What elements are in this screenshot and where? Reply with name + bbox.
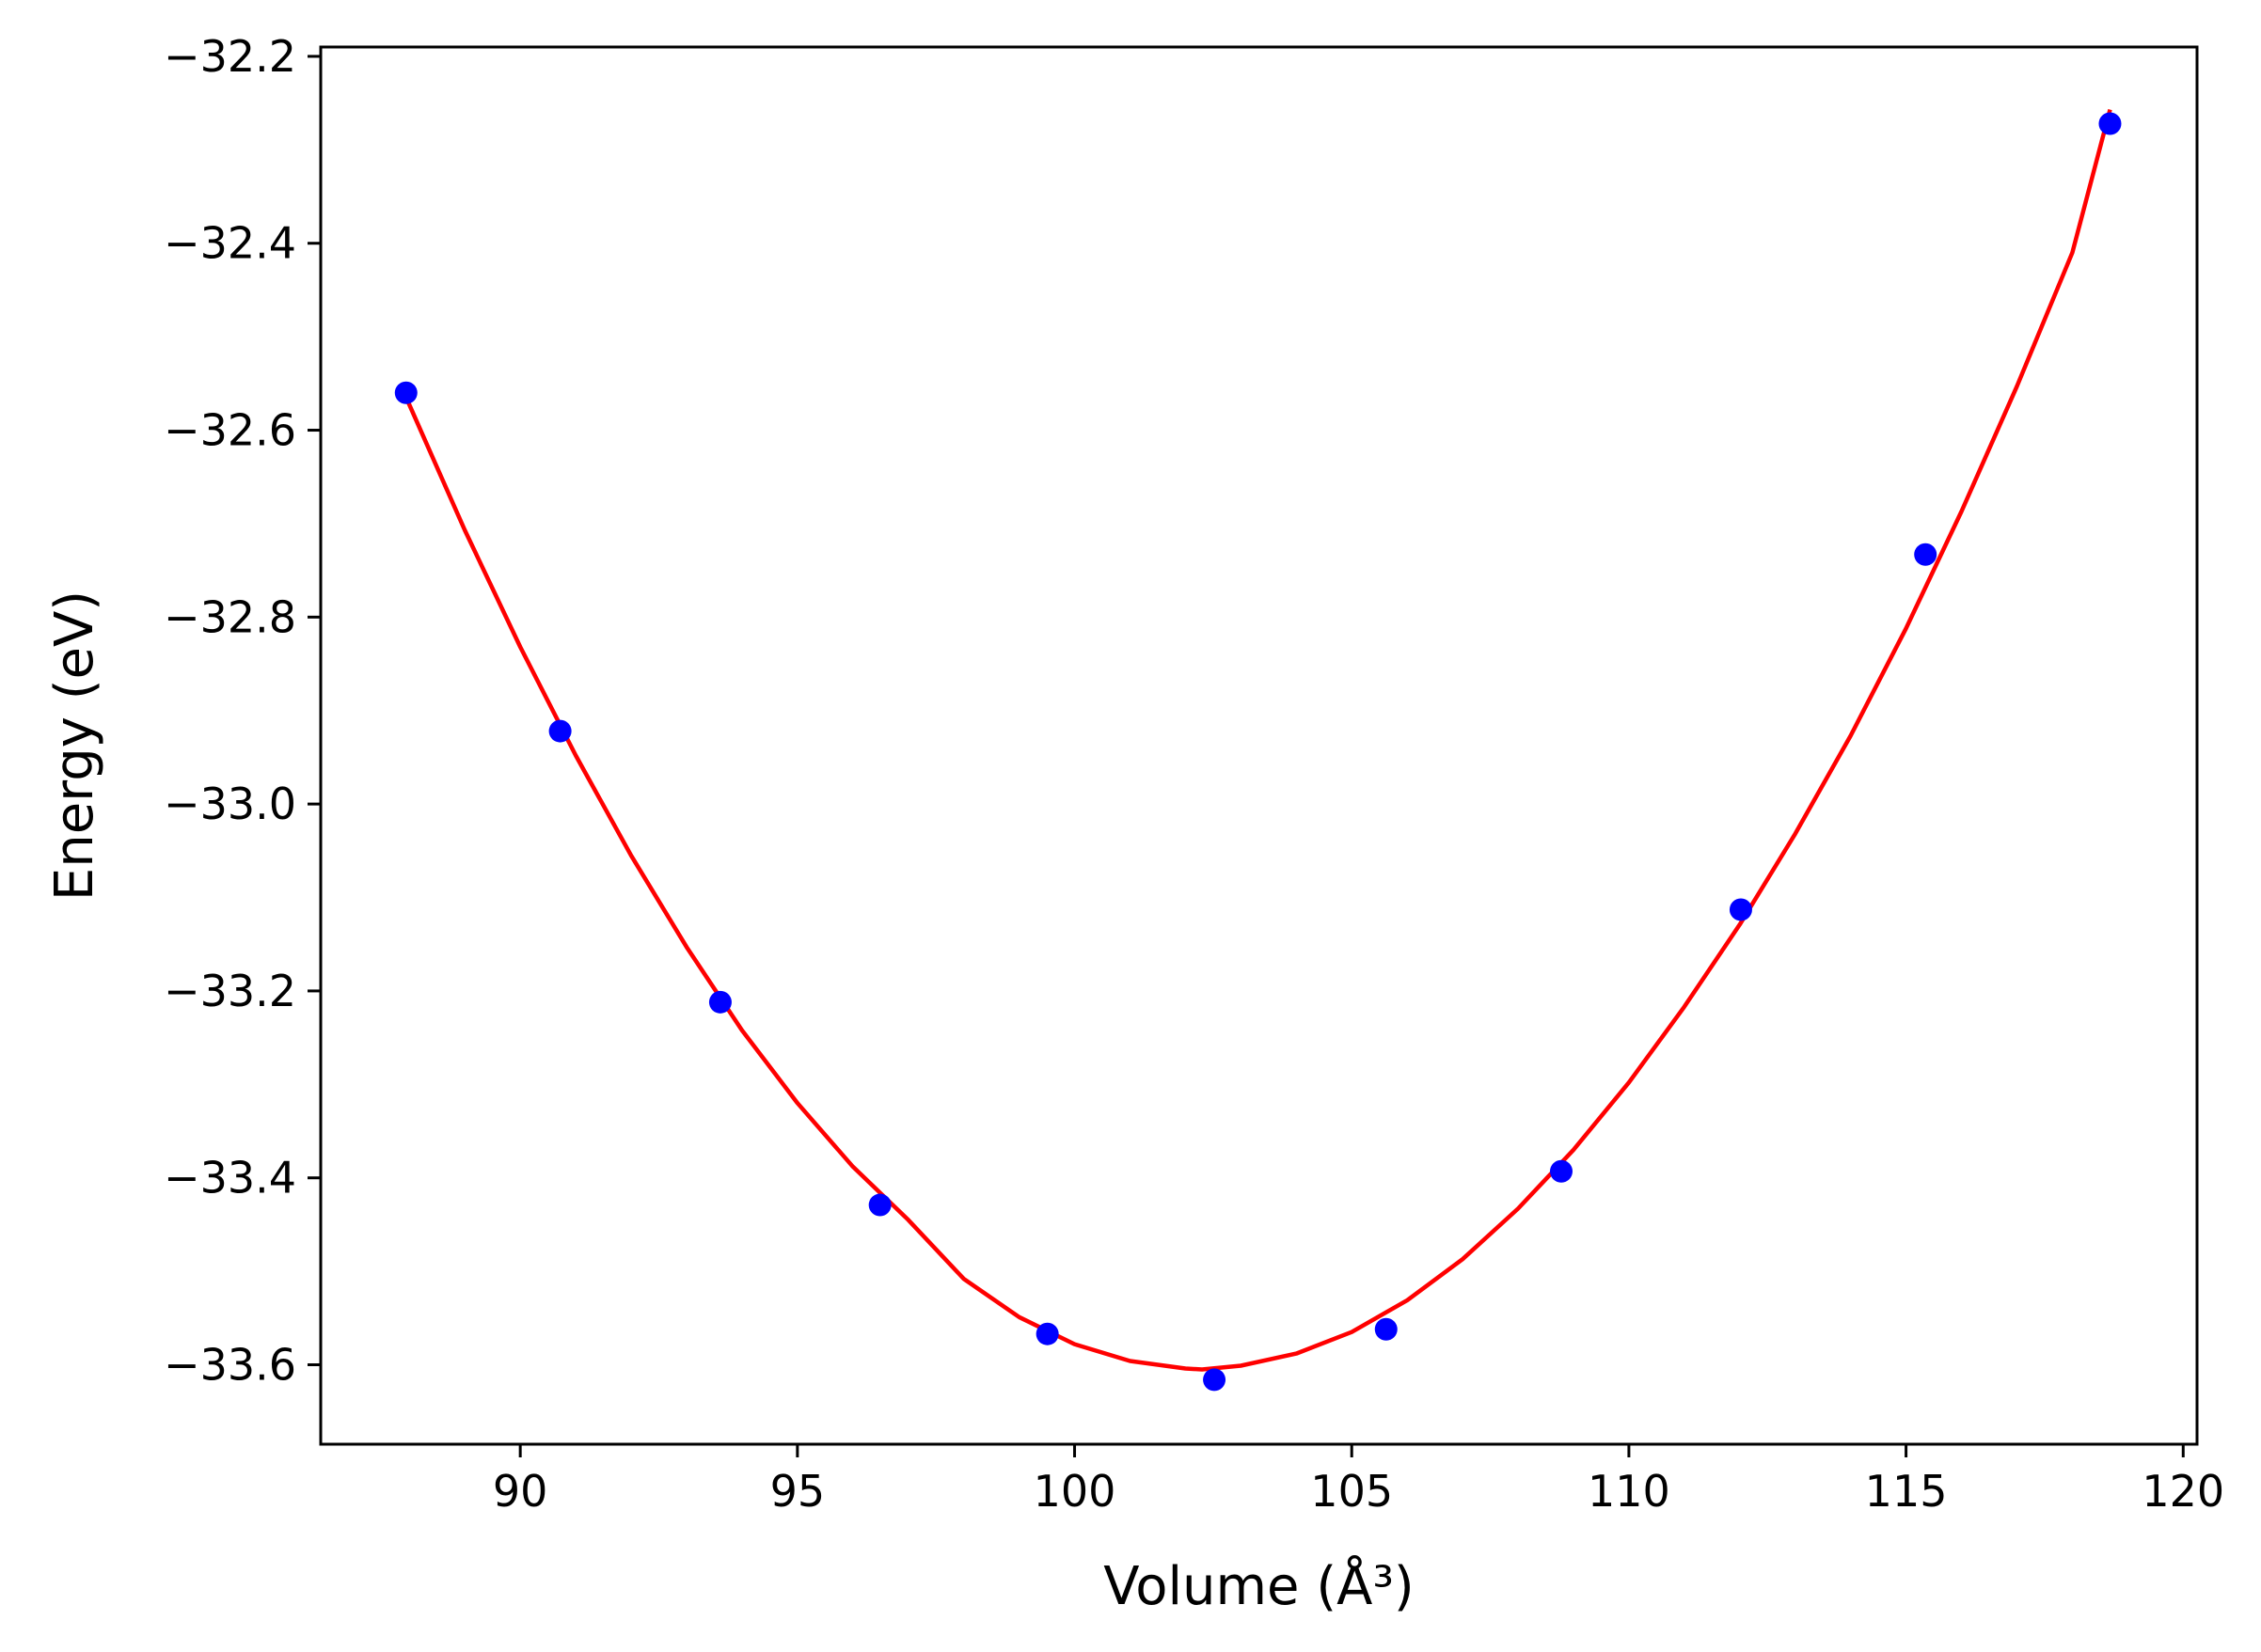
y-tick-label: −33.4: [164, 1153, 296, 1204]
y-tick-label: −32.6: [164, 405, 296, 456]
data-point: [1914, 543, 1937, 566]
y-axis-label: Energy (eV): [44, 590, 105, 901]
x-tick-label: 120: [2142, 1466, 2224, 1517]
data-point: [394, 381, 418, 404]
data-point: [1374, 1317, 1398, 1341]
y-axis: −33.6 −33.4 −33.2 −33.0 −32.8 −32.6 −32.4 −32.2: [164, 31, 321, 1391]
x-axis-label: Volume (Å³): [1103, 1555, 1415, 1617]
y-tick-label: −33.2: [164, 966, 296, 1016]
data-point: [868, 1193, 892, 1217]
data-point: [1729, 898, 1752, 921]
x-tick-label: 105: [1310, 1466, 1393, 1517]
x-tick-label: 95: [770, 1466, 826, 1517]
x-tick-label: 100: [1034, 1466, 1116, 1517]
y-tick-label: −32.2: [164, 31, 296, 82]
x-tick-label: 115: [1865, 1466, 1948, 1517]
x-tick-label: 110: [1588, 1466, 1670, 1517]
data-point: [1036, 1322, 1059, 1345]
plot-frame: [319, 45, 2199, 1446]
y-tick-label: −32.8: [164, 591, 296, 642]
data-point: [548, 719, 572, 743]
data-point: [1203, 1368, 1226, 1392]
y-tick-label: −32.4: [164, 218, 296, 269]
x-tick-label: 90: [493, 1466, 548, 1517]
y-tick-label: −33.6: [164, 1340, 296, 1391]
data-point: [2098, 112, 2122, 135]
data-point: [1549, 1159, 1573, 1183]
plot-series: [394, 109, 2122, 1392]
x-axis: 90 95 100 105 110 115 120: [493, 1444, 2224, 1517]
data-point: [708, 990, 732, 1014]
fit-curve: [403, 109, 2112, 1372]
y-tick-label: −33.0: [164, 779, 296, 829]
